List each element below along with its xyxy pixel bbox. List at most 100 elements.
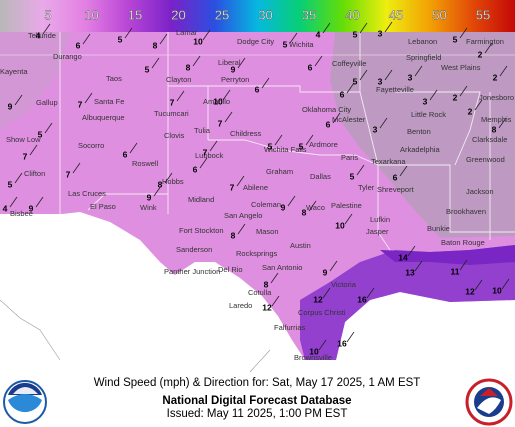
city-label: Graham	[266, 167, 293, 176]
wind-speed: 6	[123, 149, 128, 159]
wind-barb	[332, 112, 341, 124]
wind-barb	[314, 55, 323, 67]
city-label: Ardmore	[309, 140, 338, 149]
city-label: Midland	[188, 195, 214, 204]
high-wind-area	[380, 245, 515, 265]
wind-barb	[176, 90, 185, 102]
wind-speed: 5	[118, 34, 123, 44]
city-label: Lubbock	[195, 151, 224, 160]
legend-label: 40	[345, 7, 359, 22]
high-wind-area	[300, 245, 515, 360]
wind-barb	[407, 245, 416, 257]
wind-barb	[237, 57, 246, 69]
city-label: Texarkana	[371, 157, 406, 166]
wind-speed: 12	[262, 302, 272, 312]
wind-barb	[322, 287, 331, 299]
city-label: Coleman	[251, 200, 281, 209]
city-label: Waco	[306, 203, 325, 212]
city-label: Santa Fe	[94, 97, 124, 106]
title: Wind Speed (mph) & Direction for: Sat, M…	[94, 377, 421, 389]
wind-speed: 6	[326, 119, 331, 129]
wind-barb	[474, 99, 483, 111]
wind-barb	[202, 29, 211, 41]
legend-label: 50	[432, 7, 446, 22]
city-label: Perryton	[221, 75, 249, 84]
wind-barb	[474, 279, 483, 291]
city-label: Clovis	[164, 131, 185, 140]
city-label: Little Rock	[411, 110, 446, 119]
city-label: Amarillo	[203, 97, 230, 106]
wind-barb	[236, 175, 245, 187]
legend-bar	[0, 0, 515, 32]
wind-barb	[35, 196, 44, 208]
wind-barb	[384, 69, 393, 81]
legend-label: 25	[215, 7, 229, 22]
wind-speed: 16	[357, 294, 367, 304]
city-label: Laredo	[229, 301, 252, 310]
city-label: McAlester	[332, 115, 366, 124]
wind-speed: 2	[493, 72, 498, 82]
wind-speed: 10	[492, 285, 502, 295]
wind-barb	[159, 33, 168, 45]
wind-barb	[308, 200, 317, 212]
wind-speed: 2	[453, 92, 458, 102]
subtitle: National Digital Forecast Database	[162, 395, 351, 407]
city-label: Jonesboro	[479, 93, 514, 102]
wind-speed: 10	[193, 36, 203, 46]
city-label: Gallup	[36, 98, 58, 107]
city-label: Greenwood	[466, 155, 505, 164]
wind-speed: 5	[8, 179, 13, 189]
wind-barb	[42, 23, 51, 35]
city-label: Socorro	[78, 141, 104, 150]
city-label: Lamar	[176, 28, 198, 37]
wind-barb	[164, 172, 173, 184]
wind-barb	[384, 21, 393, 33]
wind-barb	[29, 144, 38, 156]
low-wind-area	[330, 32, 515, 238]
wind-speed: 9	[8, 101, 13, 111]
wind-barb	[344, 213, 353, 225]
wind-speed: 8	[186, 62, 191, 72]
wind-barb	[379, 117, 388, 129]
city-label: Brownsville	[294, 353, 332, 362]
wind-speed: 12	[313, 294, 323, 304]
wind-speed: 8	[492, 124, 497, 134]
wind-speed: 7	[230, 182, 235, 192]
legend-label: 35	[302, 7, 316, 22]
wind-barb	[84, 92, 93, 104]
city-label: Dodge City	[237, 37, 274, 46]
city-label: Albuquerque	[82, 113, 125, 122]
wind-barb	[459, 27, 468, 39]
city-label: San Angelo	[224, 211, 262, 220]
wind-speed: 5	[145, 64, 150, 74]
city-label: Dallas	[310, 172, 331, 181]
wind-barb	[414, 260, 423, 272]
wind-barb	[261, 77, 270, 89]
wind-barb	[287, 195, 296, 207]
wind-barb	[414, 65, 423, 77]
wind-speed: 7	[66, 169, 71, 179]
wind-barb	[222, 89, 231, 101]
wind-barb	[501, 278, 510, 290]
city-label: Falfurrias	[274, 323, 306, 332]
wind-barb	[329, 260, 338, 272]
wind-barb	[192, 55, 201, 67]
wind-speed: 6	[255, 84, 260, 94]
city-label: Coffeyville	[332, 59, 366, 68]
city-label: Shreveport	[377, 185, 415, 194]
city-label: Sanderson	[176, 245, 212, 254]
wind-speed: 10	[309, 346, 319, 356]
labels: Telluride Durango Kayenta Gallup Taos Santa F…	[0, 21, 514, 362]
wind-barb	[322, 22, 331, 34]
city-label: Jasper	[366, 227, 389, 236]
city-label: Liberal	[218, 58, 241, 67]
legend-label: 45	[389, 7, 403, 22]
wind-speed: 10	[335, 220, 345, 230]
wind-barb	[9, 196, 18, 208]
legend-label: 10	[84, 7, 98, 22]
wind-speed: 7	[78, 99, 83, 109]
city-label: Hobbs	[162, 177, 184, 186]
nws-logo	[465, 378, 513, 426]
city-label: Memphis	[481, 115, 512, 124]
